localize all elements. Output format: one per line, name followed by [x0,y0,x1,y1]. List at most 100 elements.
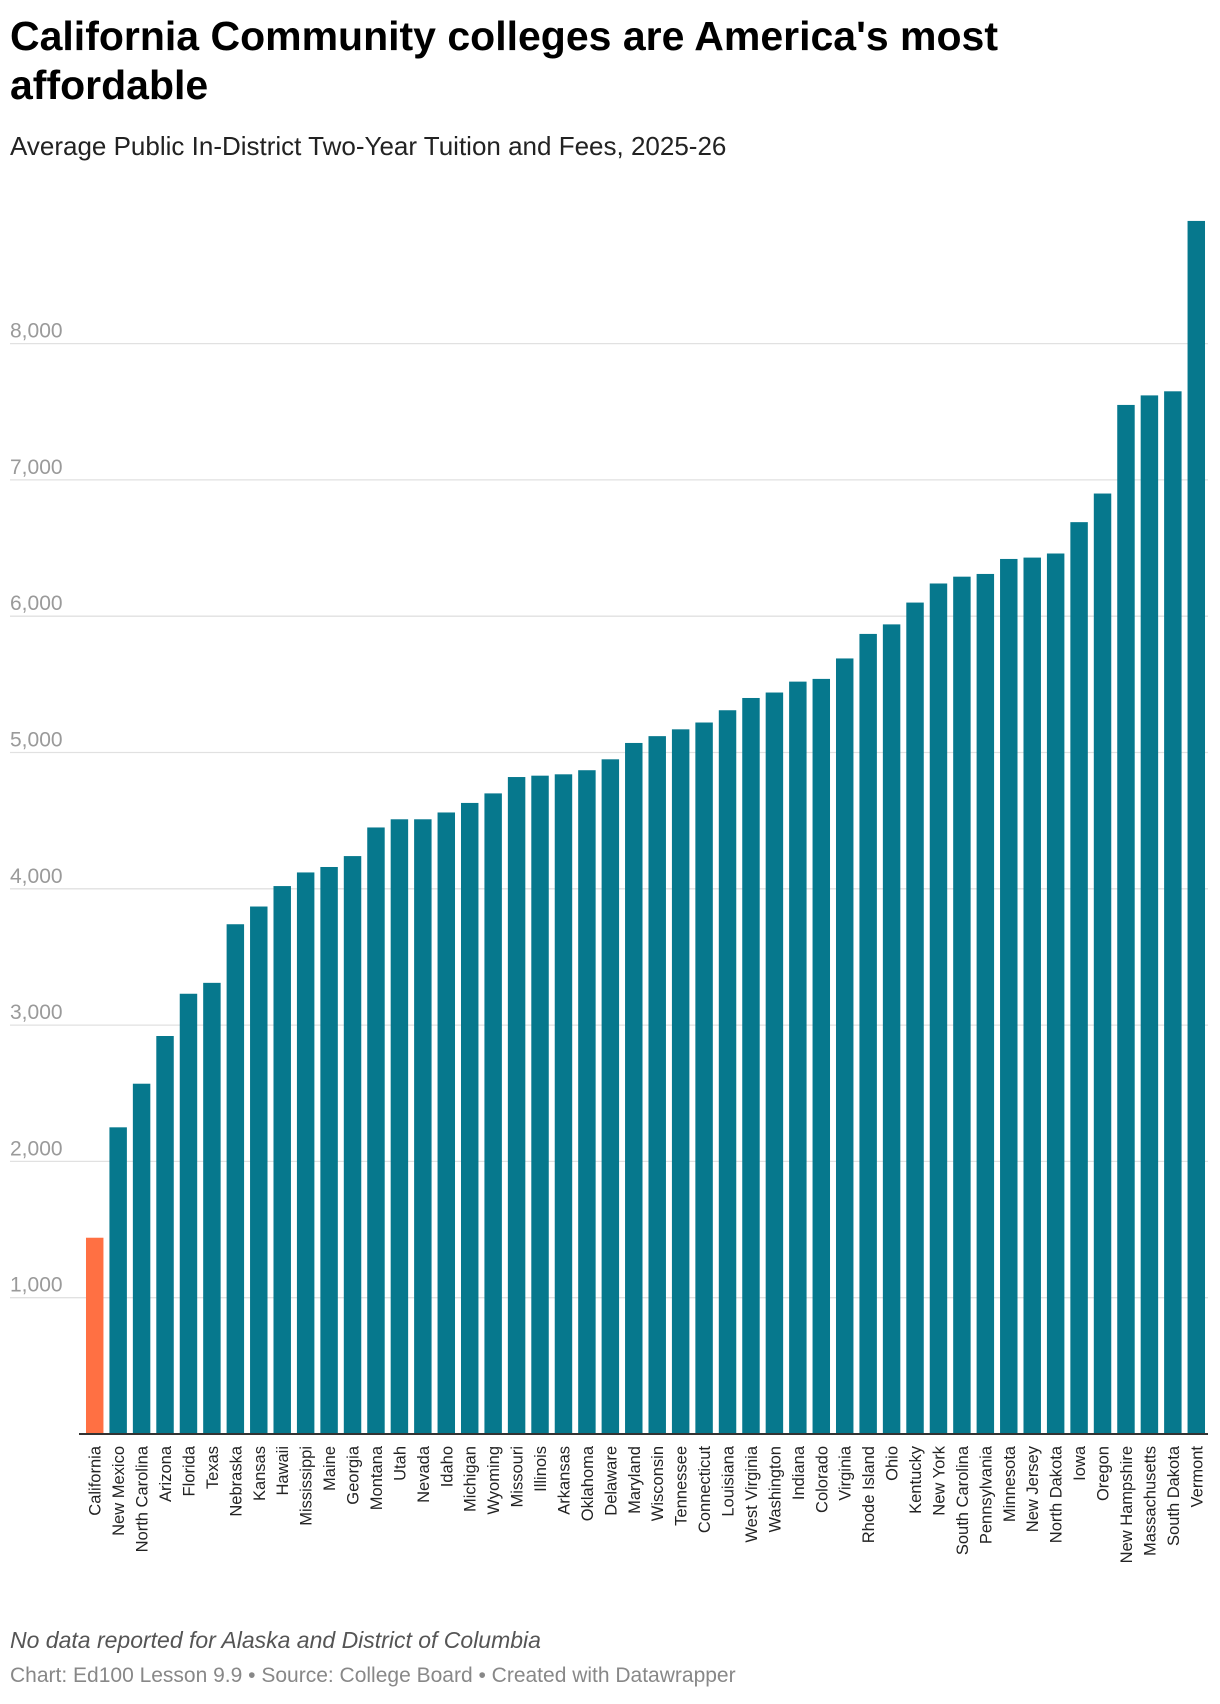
x-tick-label: New Jersey [1024,1445,1042,1532]
bar-arizona[interactable] [156,1036,174,1434]
bar-michigan[interactable] [460,802,479,1434]
x-tick-label: Colorado [813,1446,831,1513]
bar-oregon[interactable] [1093,493,1112,1434]
x-axis-labels: California New Mexico North Carolina Arizon… [87,1445,1207,1563]
bar-louisiana[interactable] [718,710,737,1434]
bar-chart: 1,000 2,000 3,000 4,000 5,000 6,000 7,000 8,000… [10,220,1208,1563]
source-credit: Chart: Ed100 Lesson 9.9 • Source: Colleg… [10,1664,736,1687]
bar-virginia[interactable] [835,658,854,1434]
x-tick-label: Nevada [415,1445,433,1503]
bar-west-virginia[interactable] [742,697,760,1434]
x-tick-label: Maryland [626,1446,644,1514]
bar-kentucky[interactable] [906,602,924,1434]
bar-south-dakota[interactable] [1164,391,1182,1435]
bar-maine[interactable] [320,866,338,1434]
x-tick-label: Wyoming [485,1446,503,1515]
x-tick-label: West Virginia [743,1445,761,1542]
y-axis-ticks: 1,000 2,000 3,000 4,000 5,000 6,000 7,000 8,000 [10,320,63,1297]
y-tick-label: 3,000 [10,1001,63,1024]
bar-idaho[interactable] [437,812,456,1434]
chart-subtitle: Average Public In-District Two-Year Tuit… [10,131,727,161]
bar-georgia[interactable] [343,856,362,1434]
bar-washington[interactable] [765,692,784,1434]
x-tick-label: Ohio [884,1446,902,1481]
bar-new-hampshire[interactable] [1117,404,1135,1434]
bar-texas[interactable] [203,982,221,1434]
bar-wisconsin[interactable] [648,736,666,1434]
x-tick-label: Maine [321,1446,339,1491]
x-tick-label: Tennessee [673,1446,691,1526]
x-tick-label: Delaware [602,1446,620,1516]
bar-utah[interactable] [390,819,409,1434]
bar-oklahoma[interactable] [578,770,596,1434]
x-tick-label: Texas [204,1446,222,1489]
bar-south-carolina[interactable] [953,576,971,1434]
y-tick-label: 4,000 [10,865,63,888]
x-tick-label: Virginia [837,1445,855,1501]
x-tick-label: Georgia [345,1445,363,1505]
x-tick-label: Mississippi [298,1446,316,1526]
bar-new-york[interactable] [929,583,948,1434]
x-tick-label: Louisiana [720,1445,738,1516]
x-tick-label: Idaho [438,1446,456,1487]
bar-vermont[interactable] [1187,220,1206,1435]
x-tick-label: Montana [368,1445,386,1510]
bar-nevada[interactable] [414,819,432,1434]
bar-maryland[interactable] [625,742,643,1434]
x-tick-label: Kentucky [907,1445,925,1514]
x-tick-label: Arkansas [555,1446,573,1515]
bar-pennsylvania[interactable] [976,573,995,1434]
y-tick-label: 2,000 [10,1137,63,1160]
bar-hawaii[interactable] [273,886,291,1434]
bar-missouri[interactable] [507,777,526,1434]
x-tick-label: Missouri [509,1446,527,1507]
bar-illinois[interactable] [531,775,549,1434]
x-tick-label: Pennsylvania [977,1445,995,1544]
bar-rhode-island[interactable] [859,633,877,1434]
x-tick-label: Utah [391,1446,409,1481]
footnote: No data reported for Alaska and District… [10,1627,541,1653]
x-tick-label: North Carolina [134,1445,152,1552]
x-tick-label: Florida [180,1445,198,1496]
bar-north-carolina[interactable] [132,1083,151,1434]
bar-colorado[interactable] [812,678,831,1434]
bar-california[interactable] [85,1237,104,1434]
bar-kansas[interactable] [250,906,268,1434]
x-tick-label: Hawaii [274,1446,292,1496]
bar-ohio[interactable] [882,624,901,1434]
bar-tennessee[interactable] [671,729,690,1434]
x-tick-label: Iowa [1071,1445,1089,1481]
bar-nebraska[interactable] [226,924,245,1434]
bar-new-jersey[interactable] [1023,557,1041,1434]
x-tick-label: California [87,1445,105,1516]
bar-arkansas[interactable] [554,774,573,1434]
x-tick-label: Rhode Island [860,1446,878,1543]
x-tick-label: Connecticut [696,1446,714,1534]
x-tick-label: Washington [766,1446,784,1533]
bar-minnesota[interactable] [1000,558,1018,1434]
bar-connecticut[interactable] [695,722,713,1434]
bar-florida[interactable] [179,993,198,1434]
x-tick-label: Michigan [462,1446,480,1512]
bar-new-mexico[interactable] [109,1127,127,1434]
bar-massachusetts[interactable] [1140,395,1159,1434]
bar-wyoming[interactable] [484,793,502,1434]
x-tick-label: Illinois [532,1446,550,1492]
bar-montana[interactable] [367,827,385,1434]
x-tick-label: South Dakota [1165,1445,1183,1546]
y-tick-label: 1,000 [10,1274,63,1297]
x-tick-label: Massachusetts [1141,1446,1159,1556]
bar-delaware[interactable] [601,759,620,1434]
bar-indiana[interactable] [789,681,807,1434]
bar-mississippi[interactable] [296,872,315,1434]
bar-iowa[interactable] [1070,522,1088,1434]
bar-north-dakota[interactable] [1046,553,1065,1434]
x-tick-label: Vermont [1188,1446,1206,1508]
bars [85,220,1206,1435]
x-tick-label: North Dakota [1048,1445,1066,1543]
y-tick-label: 5,000 [10,729,63,752]
y-tick-label: 8,000 [10,320,63,343]
x-tick-label: Minnesota [1001,1445,1019,1522]
x-tick-label: Arizona [157,1445,175,1502]
x-tick-label: Kansas [251,1446,269,1501]
